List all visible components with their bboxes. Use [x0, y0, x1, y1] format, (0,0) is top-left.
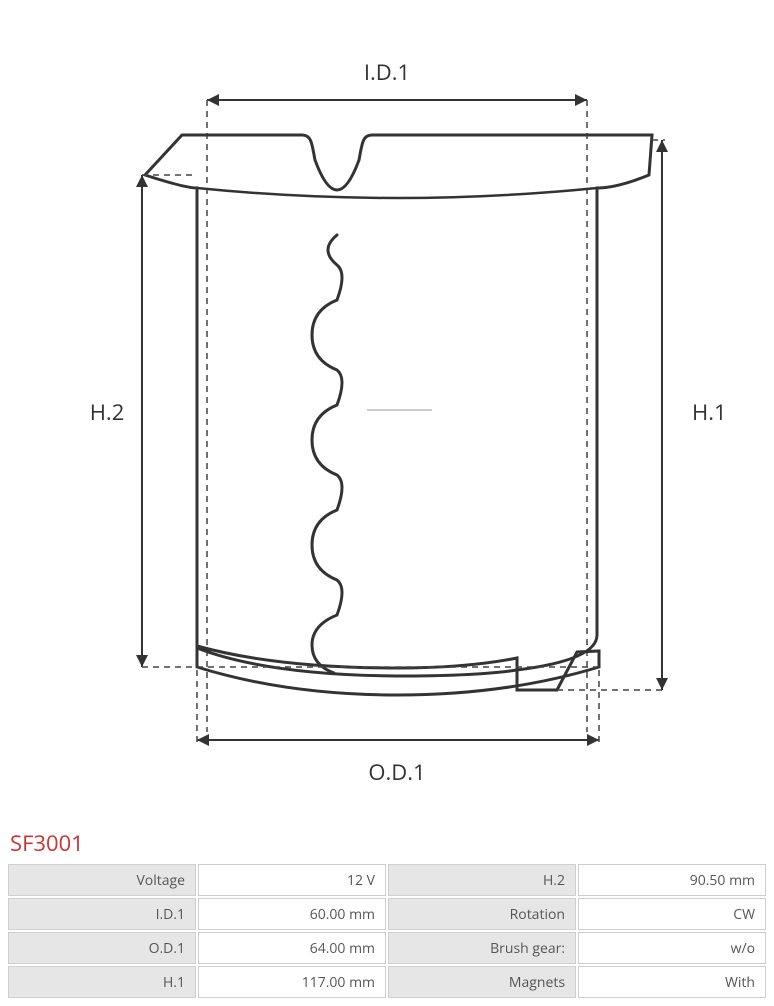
arrow-left-id1 [207, 94, 219, 106]
spec-label: Brush gear: [388, 932, 576, 964]
spec-value: CW [578, 898, 766, 930]
label-id1: I.D.1 [364, 57, 410, 87]
diagram-svg: I.D.1 H.2 [37, 40, 737, 800]
spec-label: O.D.1 [8, 932, 196, 964]
spec-label: H.2 [388, 864, 576, 896]
spec-value: 117.00 mm [198, 966, 386, 998]
arrow-left-od1 [197, 734, 209, 746]
spec-value: With [578, 966, 766, 998]
spec-label: Magnets [388, 966, 576, 998]
spec-value: w/o [578, 932, 766, 964]
wavy-seam [312, 235, 342, 673]
label-od1: O.D.1 [368, 757, 425, 787]
product-code: SF3001 [0, 820, 774, 864]
arrow-down-h2 [136, 655, 148, 667]
arrow-right-od1 [587, 734, 599, 746]
spec-label: H.1 [8, 966, 196, 998]
part-outline [145, 135, 652, 695]
spec-value: 90.50 mm [578, 864, 766, 896]
spec-label: Rotation [388, 898, 576, 930]
arrow-down-h1 [656, 678, 668, 690]
spec-table: Voltage 12 V H.2 90.50 mm I.D.1 60.00 mm… [0, 864, 774, 1006]
spec-value: 64.00 mm [198, 932, 386, 964]
arrow-right-id1 [575, 94, 587, 106]
technical-diagram: I.D.1 H.2 [0, 0, 774, 820]
spec-value: 12 V [198, 864, 386, 896]
spec-label: I.D.1 [8, 898, 196, 930]
label-h1: H.1 [692, 397, 727, 427]
arrow-up-h1 [656, 140, 668, 152]
flange-under-curve [197, 188, 597, 198]
label-h2: H.2 [90, 397, 125, 427]
spec-label: Voltage [8, 864, 196, 896]
spec-value: 60.00 mm [198, 898, 386, 930]
